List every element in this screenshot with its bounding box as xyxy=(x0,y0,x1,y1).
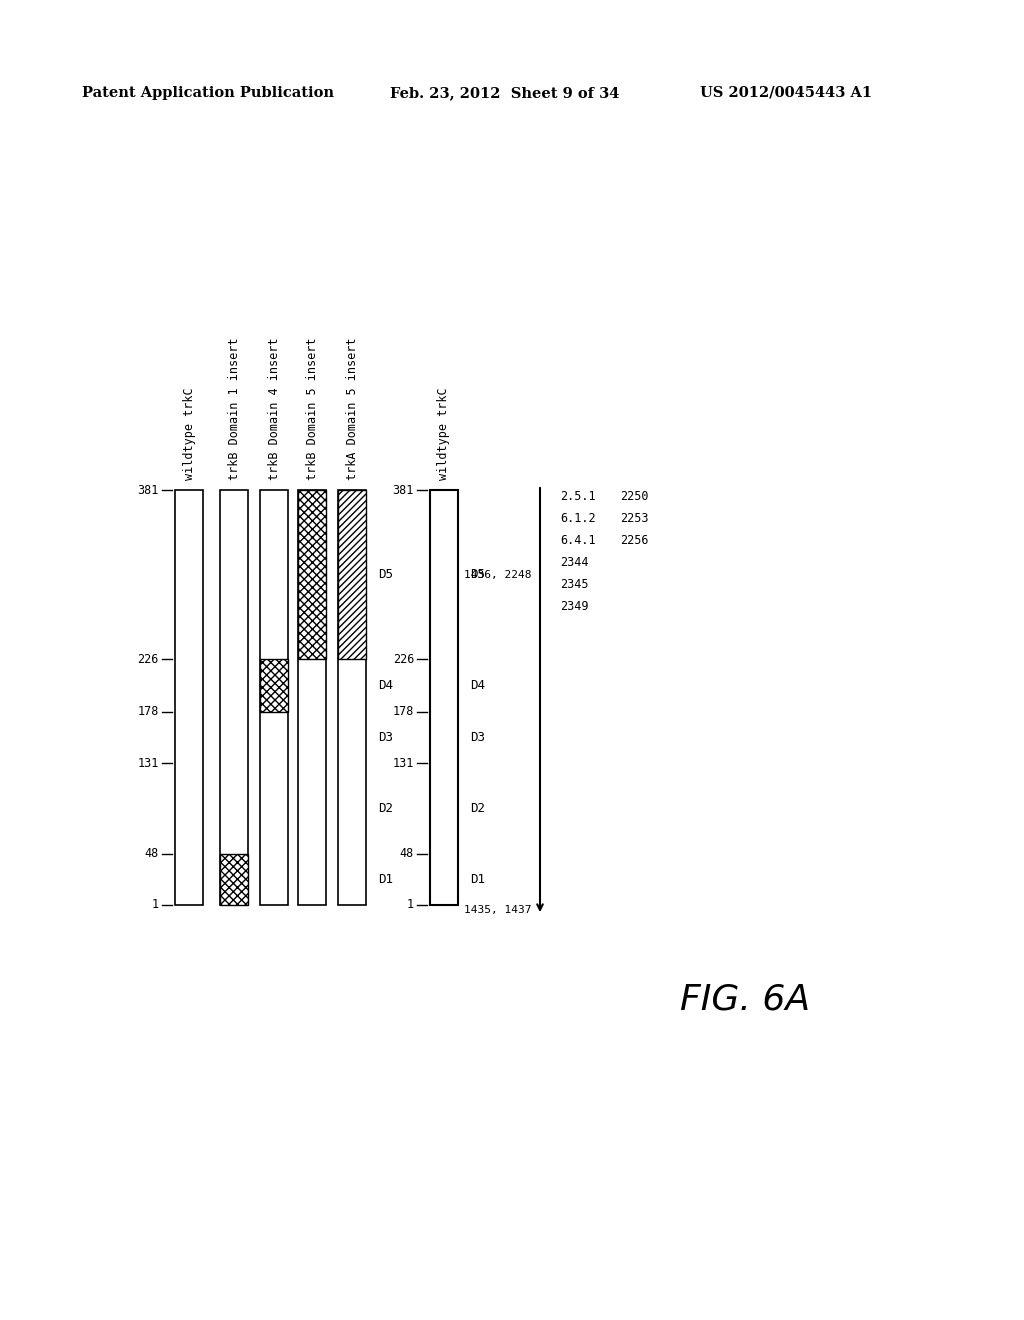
Text: 48: 48 xyxy=(144,847,159,861)
Text: wildtype trkC: wildtype trkC xyxy=(182,387,196,480)
Text: D2: D2 xyxy=(378,801,393,814)
Text: 2.5.1: 2.5.1 xyxy=(560,490,596,503)
Text: trkA Domain 5 insert: trkA Domain 5 insert xyxy=(345,338,358,480)
Text: trkB Domain 5 insert: trkB Domain 5 insert xyxy=(305,338,318,480)
Text: D2: D2 xyxy=(470,801,485,814)
Text: 178: 178 xyxy=(137,705,159,718)
Text: 2253: 2253 xyxy=(620,512,648,525)
Text: 2256: 2256 xyxy=(620,535,648,546)
Text: D3: D3 xyxy=(378,731,393,744)
Bar xyxy=(175,490,203,906)
Text: D5: D5 xyxy=(378,568,393,581)
Text: 2345: 2345 xyxy=(560,578,589,591)
Bar xyxy=(338,490,366,659)
Text: trkB Domain 1 insert: trkB Domain 1 insert xyxy=(227,338,241,480)
Text: D4: D4 xyxy=(378,678,393,692)
Text: 226: 226 xyxy=(137,653,159,665)
Text: FIG. 6A: FIG. 6A xyxy=(680,983,810,1016)
Text: 2344: 2344 xyxy=(560,556,589,569)
Text: 6.1.2: 6.1.2 xyxy=(560,512,596,525)
Text: 131: 131 xyxy=(137,756,159,770)
Text: US 2012/0045443 A1: US 2012/0045443 A1 xyxy=(700,86,872,100)
Bar xyxy=(430,490,458,906)
Bar xyxy=(260,490,288,906)
Bar xyxy=(220,854,248,906)
Text: 6.4.1: 6.4.1 xyxy=(560,535,596,546)
Text: D1: D1 xyxy=(378,873,393,886)
Text: 1435, 1437: 1435, 1437 xyxy=(465,906,532,915)
Bar xyxy=(260,659,288,711)
Text: 2349: 2349 xyxy=(560,601,589,612)
Text: 1436, 2248: 1436, 2248 xyxy=(465,570,532,579)
Text: 48: 48 xyxy=(399,847,414,861)
Text: D4: D4 xyxy=(470,678,485,692)
Text: 1: 1 xyxy=(407,899,414,912)
Text: D1: D1 xyxy=(470,873,485,886)
Text: wildtype trkC: wildtype trkC xyxy=(437,387,451,480)
Text: 226: 226 xyxy=(392,653,414,665)
Text: D3: D3 xyxy=(470,731,485,744)
Text: 381: 381 xyxy=(392,483,414,496)
Text: 178: 178 xyxy=(392,705,414,718)
Text: Feb. 23, 2012  Sheet 9 of 34: Feb. 23, 2012 Sheet 9 of 34 xyxy=(390,86,620,100)
Text: trkB Domain 4 insert: trkB Domain 4 insert xyxy=(267,338,281,480)
Bar xyxy=(338,490,366,906)
Text: D5: D5 xyxy=(470,568,485,581)
Text: 381: 381 xyxy=(137,483,159,496)
Text: 131: 131 xyxy=(392,756,414,770)
Text: 2250: 2250 xyxy=(620,490,648,503)
Text: Patent Application Publication: Patent Application Publication xyxy=(82,86,334,100)
Bar xyxy=(298,490,326,906)
Bar xyxy=(220,490,248,906)
Text: 1: 1 xyxy=(152,899,159,912)
Bar xyxy=(298,490,326,659)
